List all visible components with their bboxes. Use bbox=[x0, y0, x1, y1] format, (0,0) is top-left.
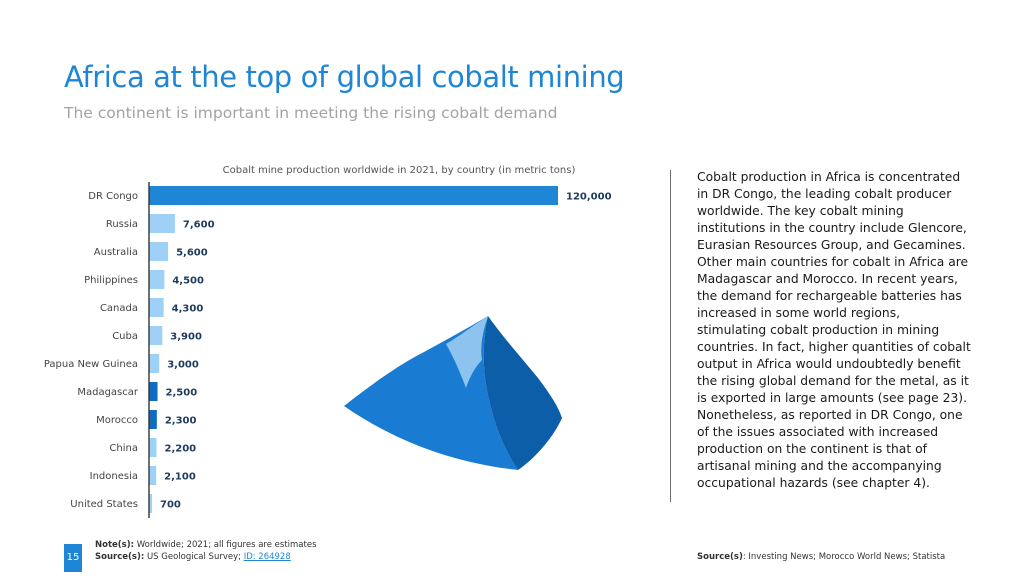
mountain-icon bbox=[344, 316, 562, 470]
bar-9 bbox=[149, 438, 157, 457]
chart-title: Cobalt mine production worldwide in 2021… bbox=[223, 165, 576, 176]
vertical-divider bbox=[670, 170, 671, 502]
bar-10 bbox=[149, 466, 157, 485]
page-title: Africa at the top of global cobalt minin… bbox=[64, 60, 625, 94]
category-label-2: Australia bbox=[94, 247, 138, 258]
value-label-2: 5,600 bbox=[176, 247, 208, 258]
mountain-face-right bbox=[483, 316, 562, 470]
category-label-3: Philippines bbox=[84, 275, 138, 286]
value-label-3: 4,500 bbox=[172, 275, 204, 286]
value-label-5: 3,900 bbox=[170, 331, 202, 342]
category-label-5: Cuba bbox=[112, 331, 138, 342]
bar-1 bbox=[149, 214, 175, 233]
note-label: Note(s): bbox=[95, 540, 135, 550]
right-source-text: : Investing News; Morocco World News; St… bbox=[742, 552, 946, 562]
mountain-highlight bbox=[446, 316, 488, 388]
category-label-8: Morocco bbox=[96, 415, 138, 426]
value-label-1: 7,600 bbox=[183, 219, 215, 230]
category-label-9: China bbox=[109, 443, 138, 454]
bar-5 bbox=[149, 326, 163, 345]
bar-6 bbox=[149, 354, 160, 373]
bar-4 bbox=[149, 298, 164, 317]
bar-11 bbox=[149, 494, 152, 513]
bar-2 bbox=[149, 242, 169, 261]
bar-7 bbox=[149, 382, 158, 401]
category-label-6: Papua New Guinea bbox=[44, 359, 138, 370]
value-label-11: 700 bbox=[160, 499, 181, 510]
value-label-7: 2,500 bbox=[166, 387, 198, 398]
note-line: Note(s): Worldwide; 2021; all figures ar… bbox=[95, 540, 317, 550]
right-source-line: Source(s): Investing News; Morocco World… bbox=[697, 552, 945, 562]
category-label-0: DR Congo bbox=[88, 191, 138, 202]
value-label-10: 2,100 bbox=[164, 471, 196, 482]
source-label: Source(s): bbox=[95, 552, 145, 562]
value-label-0: 120,000 bbox=[566, 191, 612, 202]
value-label-6: 3,000 bbox=[167, 359, 199, 370]
source-line: Source(s): US Geological Survey; ID: 264… bbox=[95, 552, 291, 562]
category-label-7: Madagascar bbox=[77, 387, 139, 398]
category-label-11: United States bbox=[70, 499, 138, 510]
note-text: Worldwide; 2021; all figures are estimat… bbox=[134, 540, 317, 550]
cobalt-production-bar-chart: Cobalt mine production worldwide in 2021… bbox=[44, 165, 612, 518]
value-label-9: 2,200 bbox=[164, 443, 196, 454]
page-number: 15 bbox=[64, 544, 82, 572]
description-text: Cobalt production in Africa is concentra… bbox=[697, 170, 971, 490]
bar-3 bbox=[149, 270, 165, 289]
category-label-10: Indonesia bbox=[90, 471, 138, 482]
category-label-1: Russia bbox=[106, 219, 138, 230]
value-label-8: 2,300 bbox=[165, 415, 197, 426]
value-label-4: 4,300 bbox=[172, 303, 204, 314]
right-source-label: Source(s) bbox=[697, 552, 743, 562]
bar-0 bbox=[149, 186, 558, 205]
source-text: US Geological Survey; bbox=[144, 552, 244, 562]
bar-8 bbox=[149, 410, 157, 429]
page-subtitle: The continent is important in meeting th… bbox=[64, 104, 558, 122]
category-label-4: Canada bbox=[100, 303, 138, 314]
source-id-link[interactable]: ID: 264928 bbox=[243, 552, 291, 562]
